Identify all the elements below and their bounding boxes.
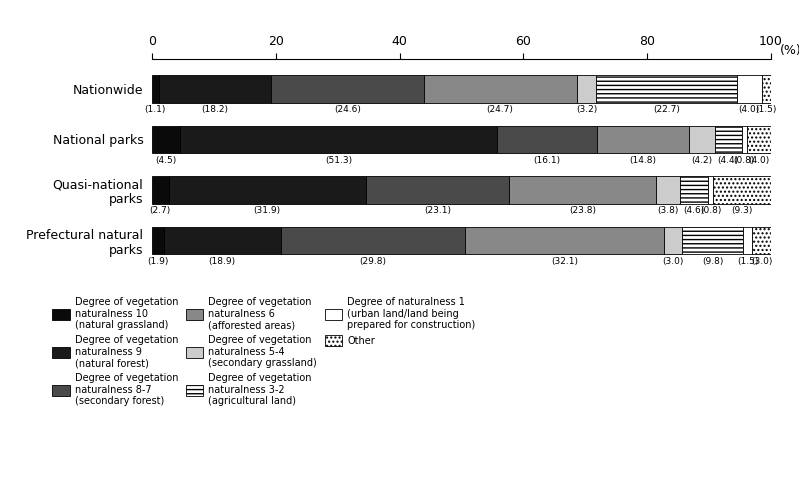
Bar (596, 75, 737, 103)
Text: (3.0): (3.0) (662, 257, 684, 266)
Text: (22.7): (22.7) (654, 105, 680, 114)
Bar (761, 75, 771, 103)
Text: (3.8): (3.8) (658, 206, 679, 215)
Bar (280, 226, 465, 254)
Bar (709, 176, 714, 204)
Bar (152, 75, 159, 103)
Bar (753, 226, 771, 254)
Bar (509, 176, 657, 204)
Bar (366, 176, 509, 204)
Text: (9.8): (9.8) (702, 257, 724, 266)
Bar (742, 125, 747, 153)
Text: (0.8): (0.8) (700, 206, 721, 215)
Bar (159, 75, 272, 103)
Legend: Degree of vegetation
naturalness 10
(natural grassland), Degree of vegetation
na: Degree of vegetation naturalness 10 (nat… (48, 293, 479, 410)
Text: (4.0): (4.0) (739, 105, 760, 114)
Bar (714, 125, 742, 153)
Text: (4.0): (4.0) (749, 156, 770, 165)
Bar (714, 176, 771, 204)
Text: (31.9): (31.9) (254, 206, 281, 215)
Text: (0.8): (0.8) (733, 156, 755, 165)
Bar (164, 226, 280, 254)
Text: (1.5): (1.5) (756, 105, 777, 114)
Text: (18.9): (18.9) (209, 257, 236, 266)
Text: (14.8): (14.8) (630, 156, 656, 165)
Text: (4.4): (4.4) (718, 156, 739, 165)
Bar (169, 176, 366, 204)
Bar (577, 75, 596, 103)
Bar (657, 176, 680, 204)
Bar (423, 75, 577, 103)
Bar (737, 75, 761, 103)
Bar (747, 125, 772, 153)
Text: (23.1): (23.1) (424, 206, 451, 215)
Bar (152, 176, 169, 204)
Text: (24.7): (24.7) (487, 105, 514, 114)
Bar (689, 125, 714, 153)
Bar (597, 125, 689, 153)
Text: (3.0): (3.0) (751, 257, 773, 266)
Text: (4.5): (4.5) (155, 156, 177, 165)
Bar (682, 226, 743, 254)
Text: (4.2): (4.2) (691, 156, 712, 165)
Text: (%): (%) (781, 44, 799, 58)
Text: (1.5): (1.5) (737, 257, 758, 266)
Bar (152, 125, 180, 153)
Bar (272, 75, 423, 103)
Text: (16.1): (16.1) (534, 156, 561, 165)
Bar (680, 176, 709, 204)
Text: (9.3): (9.3) (732, 206, 753, 215)
Bar (180, 125, 497, 153)
Text: (32.1): (32.1) (551, 257, 578, 266)
Text: (4.6): (4.6) (684, 206, 705, 215)
Text: (18.2): (18.2) (201, 105, 229, 114)
Text: (2.7): (2.7) (149, 206, 171, 215)
Text: (1.1): (1.1) (145, 105, 166, 114)
Bar (497, 125, 597, 153)
Text: (24.6): (24.6) (334, 105, 361, 114)
Text: (29.8): (29.8) (360, 257, 387, 266)
Bar (664, 226, 682, 254)
Bar (465, 226, 664, 254)
Bar (152, 226, 164, 254)
Text: (3.2): (3.2) (576, 105, 597, 114)
Text: (23.8): (23.8) (570, 206, 596, 215)
Text: (1.9): (1.9) (147, 257, 169, 266)
Text: (51.3): (51.3) (325, 156, 352, 165)
Bar (743, 226, 753, 254)
